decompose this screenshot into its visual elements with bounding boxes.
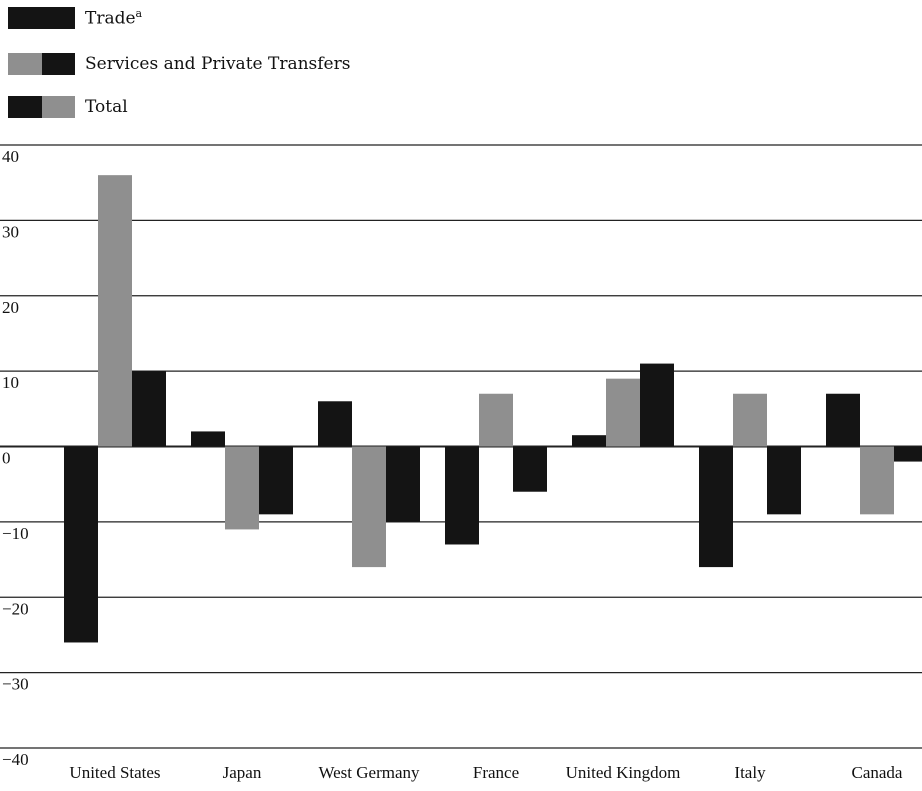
category-label-france: France xyxy=(473,763,519,782)
category-label-united-states: United States xyxy=(69,763,160,782)
legend-item-trade: Tradea xyxy=(8,6,142,30)
y-axis-tick-labels: 40 30 20 10 0 −10 −20 −30 −40 xyxy=(2,147,29,769)
bar-france-trade xyxy=(445,446,479,545)
y-tick-label: 30 xyxy=(2,222,19,241)
bar-united-states-total xyxy=(132,371,166,447)
y-tick-label: −20 xyxy=(2,599,29,618)
bar-canada-services-and-private-transfers xyxy=(860,446,894,515)
y-tick-label: −10 xyxy=(2,524,29,543)
legend-label-trade: Tradea xyxy=(85,7,143,29)
legend-swatch-total xyxy=(8,96,75,118)
category-label-japan: Japan xyxy=(223,763,262,782)
y-tick-label: 0 xyxy=(2,449,11,468)
category-label-west-germany: West Germany xyxy=(318,763,420,782)
bar-japan-total xyxy=(259,446,293,515)
legend-swatch-services xyxy=(8,53,75,75)
bar-united-kingdom-trade xyxy=(572,435,606,447)
legend-label-services: Services and Private Transfers xyxy=(85,54,351,74)
bars xyxy=(64,175,922,643)
bar-italy-services-and-private-transfers xyxy=(733,393,767,447)
bar-united-states-services-and-private-transfers xyxy=(98,175,132,447)
category-labels: United States Japan West Germany France Unit… xyxy=(69,763,903,782)
bar-japan-trade xyxy=(191,431,225,447)
legend-item-services: Services and Private Transfers xyxy=(8,52,350,76)
y-tick-label: 20 xyxy=(2,298,19,317)
bar-japan-services-and-private-transfers xyxy=(225,446,259,530)
y-tick-label: 10 xyxy=(2,373,19,392)
bar-italy-trade xyxy=(699,446,733,568)
bar-west-germany-trade xyxy=(318,401,352,447)
legend-swatch-trade xyxy=(8,7,75,29)
category-label-italy: Italy xyxy=(734,763,766,782)
legend-item-total: Total xyxy=(8,95,128,119)
bar-italy-total xyxy=(767,446,801,515)
legend-label-total: Total xyxy=(85,97,128,117)
bar-west-germany-total xyxy=(386,446,420,522)
category-label-canada: Canada xyxy=(852,763,903,782)
category-label-united-kingdom: United Kingdom xyxy=(566,763,681,782)
bar-france-total xyxy=(513,446,547,492)
bar-united-kingdom-total xyxy=(640,363,674,447)
bar-france-services-and-private-transfers xyxy=(479,393,513,447)
bar-west-germany-services-and-private-transfers xyxy=(352,446,386,568)
bar-canada-trade xyxy=(826,393,860,447)
y-tick-label: −30 xyxy=(2,675,29,694)
bar-united-states-trade xyxy=(64,446,98,643)
y-tick-label: −40 xyxy=(2,750,29,769)
y-tick-label: 40 xyxy=(2,147,19,166)
bar-canada-total xyxy=(894,446,922,462)
bar-united-kingdom-services-and-private-transfers xyxy=(606,378,640,447)
